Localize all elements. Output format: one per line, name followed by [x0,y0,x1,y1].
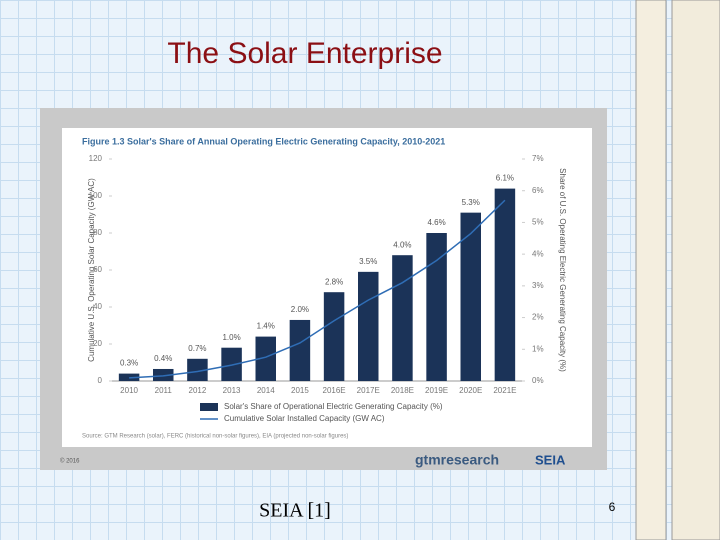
x-tick-label: 2020E [459,386,482,395]
source-note: Source: GTM Research (solar), FERC (hist… [82,434,348,440]
legend-label: Cumulative Solar Installed Capacity (GW … [224,414,385,423]
y2-tick-label: 3% [532,281,544,290]
ruler [635,0,720,540]
bar [426,233,447,381]
bar-label: 1.4% [257,322,275,331]
x-tick-label: 2014 [257,386,275,395]
y-axis-label: Cumulative U.S. Operating Solar Capacity… [87,178,96,362]
line [129,199,506,379]
bar [221,347,242,381]
x-tick-label: 2015 [291,386,309,395]
bar-label: 4.0% [393,240,411,249]
x-tick-label: 2013 [223,386,241,395]
x-tick-label: 2017E [357,386,380,395]
bar-label: 0.7% [188,344,206,353]
x-tick-label: 2018E [391,386,414,395]
slide-footer: SEIA [1] [259,500,331,522]
y-tick-label: 0 [98,376,103,385]
x-tick-label: 2019E [425,386,448,395]
page-number: 6 [609,500,616,514]
bar-label: 4.6% [427,218,445,227]
x-tick-label: 2012 [189,386,207,395]
y2-tick-label: 1% [532,344,544,353]
bar [255,336,276,381]
bar-label: 0.3% [120,359,138,368]
y2-tick-label: 0% [532,376,544,385]
bar-label: 0.4% [154,354,172,363]
bar [289,319,311,381]
y2-tick-label: 2% [532,313,544,322]
bar-label: 3.5% [359,257,377,266]
slide-title: The Solar Enterprise [167,37,442,70]
y-tick-label: 120 [89,154,103,163]
y2-axis-label: Share of U.S. Operating Electric Generat… [558,168,567,372]
y2-tick-label: 6% [532,186,544,195]
y2-tick-label: 4% [532,249,544,258]
copyright: © 2016 [60,458,80,465]
bar [358,271,379,381]
legend-swatch [200,403,218,411]
bar-label: 6.1% [496,174,514,183]
y-tick-label: 80 [93,228,102,237]
bar [153,368,174,381]
y2-tick-label: 5% [532,218,544,227]
x-tick-label: 2016E [323,386,346,395]
bar [323,292,345,381]
bar-label: 5.3% [462,198,480,207]
legend-label: Solar's Share of Operational Electric Ge… [224,402,443,411]
chart-title: Figure 1.3 Solar's Share of Annual Opera… [82,136,445,146]
bar [187,358,208,381]
bar-label: 1.0% [222,333,240,342]
logo-text: SEIA [535,452,566,467]
y-tick-label: 40 [93,302,102,311]
y2-tick-label: 7% [532,154,544,163]
y-tick-label: 60 [93,265,102,274]
x-tick-label: 2011 [155,386,173,395]
bar-label: 2.0% [291,305,309,314]
x-tick-label: 2021E [493,386,516,395]
bar [392,255,413,381]
bar-label: 2.8% [325,277,343,286]
y-tick-label: 100 [89,191,103,200]
logo-text: gtmresearch [415,452,499,468]
bar [460,212,481,381]
y-tick-label: 20 [93,339,102,348]
x-tick-label: 2010 [120,386,138,395]
bar [494,188,516,381]
